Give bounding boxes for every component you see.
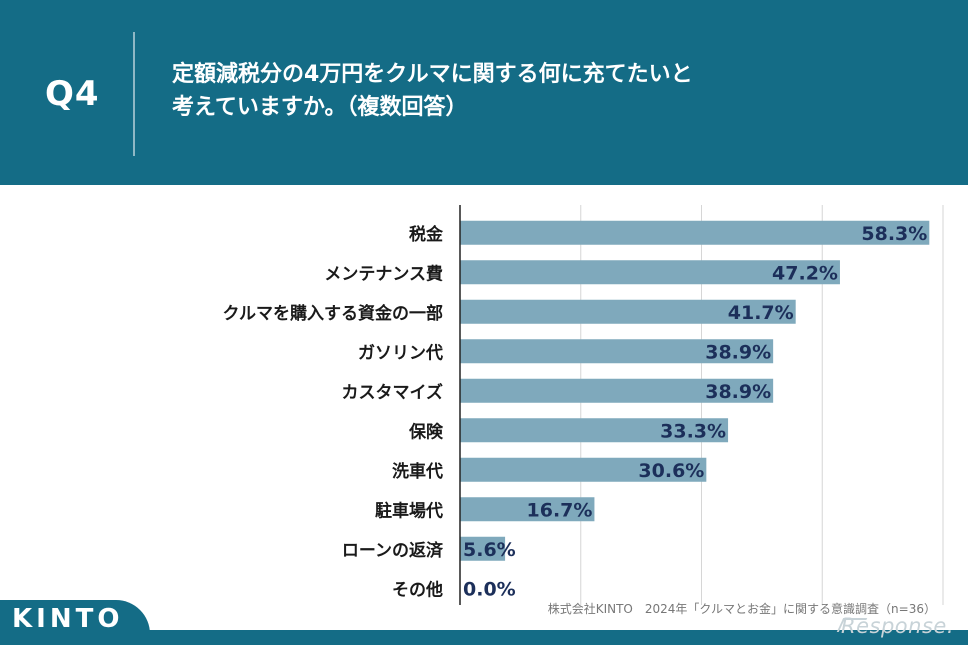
- bar: [460, 299, 796, 324]
- question-text: 定額減税分の4万円をクルマに関する何に充てたいと 考えていますか。（複数回答）: [172, 58, 812, 124]
- bar: [460, 339, 774, 364]
- bar: [460, 378, 774, 403]
- header-divider: [133, 32, 135, 156]
- data-label: 30.6%: [638, 460, 704, 482]
- bar: [460, 418, 729, 443]
- chart-panel: 税金 58.3% メンテナンス費 47.2% クルマを購入する資金の一部 41.7% ガソリ…: [0, 185, 968, 630]
- data-label: 41.7%: [728, 302, 794, 324]
- category-label: 税金: [409, 224, 444, 245]
- category-label: ガソリン代: [358, 342, 443, 363]
- bar: [460, 457, 707, 482]
- question-line-1: 定額減税分の4万円をクルマに関する何に充てたいと: [172, 62, 693, 87]
- bar: [460, 497, 595, 522]
- data-label: 0.0%: [463, 578, 516, 600]
- data-label: 33.3%: [660, 420, 726, 442]
- bar: [460, 260, 840, 285]
- data-label: 38.9%: [705, 341, 771, 363]
- category-label: メンテナンス費: [324, 263, 443, 284]
- category-label: 駐車場代: [375, 500, 443, 521]
- logo-tab: [0, 600, 150, 645]
- category-label: カスタマイズ: [342, 382, 444, 403]
- data-label: 5.6%: [463, 539, 516, 561]
- kinto-logo: KINTO: [12, 604, 124, 634]
- bar: [460, 220, 930, 245]
- category-label: ローンの返済: [342, 540, 444, 561]
- question-number: Q4: [45, 74, 100, 114]
- category-label: クルマを購入する資金の一部: [223, 303, 444, 324]
- bar-chart: 税金 58.3% メンテナンス費 47.2% クルマを購入する資金の一部 41.7% ガソリ…: [223, 205, 944, 605]
- data-label: 38.9%: [705, 381, 771, 403]
- footnote: 株式会社KINTO 2024年「クルマとお金」に関する意識調査（n=36）: [547, 602, 936, 616]
- watermark: Response.: [841, 614, 954, 638]
- bar: [460, 536, 506, 561]
- question-line-2: 考えていますか。（複数回答）: [172, 95, 468, 120]
- data-label: 16.7%: [527, 499, 593, 521]
- category-label: 保険: [408, 421, 444, 442]
- data-label: 47.2%: [772, 262, 838, 284]
- header: Q4 定額減税分の4万円をクルマに関する何に充てたいと 考えていますか。（複数回…: [0, 0, 968, 185]
- data-label: 58.3%: [861, 223, 927, 245]
- category-label: 洗車代: [392, 461, 443, 482]
- category-label: その他: [392, 579, 443, 600]
